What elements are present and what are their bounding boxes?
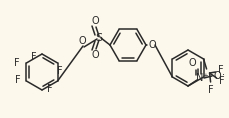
Text: F: F (14, 58, 19, 68)
Text: O: O (91, 16, 98, 26)
Text: O: O (78, 36, 85, 46)
Text: O: O (187, 58, 195, 68)
Text: F: F (14, 75, 20, 85)
Text: S: S (95, 33, 102, 43)
Text: F: F (207, 85, 213, 95)
Text: F: F (217, 65, 222, 75)
Text: O: O (212, 71, 220, 81)
Text: F: F (47, 84, 53, 94)
Text: F: F (57, 66, 62, 76)
Text: +: + (201, 73, 207, 79)
Text: O: O (147, 40, 155, 50)
Text: ·: · (221, 70, 224, 80)
Text: N: N (196, 73, 203, 83)
Text: O: O (91, 50, 98, 60)
Text: F: F (218, 76, 224, 86)
Text: F: F (31, 52, 37, 62)
